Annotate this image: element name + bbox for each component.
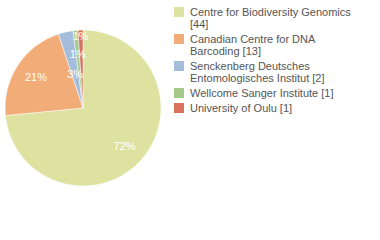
legend-label: Wellcome Sanger Institute [1] [190,87,333,99]
data-label: 72% [114,140,136,152]
legend-label: Senckenberg Deutsches Entomologisches In… [190,60,325,84]
chart: 72% 21% 3% 1% 1% Centre for Biodiversity Gen… [0,0,380,240]
pie-area: 72% 21% 3% 1% 1% [0,0,170,240]
legend-swatch [174,61,184,71]
data-label: 1% [70,48,86,60]
legend: Centre for Biodiversity Genomics [44] Can… [174,6,374,117]
slice-labels: 72% 21% 3% 1% 1% [25,30,136,151]
legend-item: Centre for Biodiversity Genomics [44] [174,6,366,30]
legend-item: Wellcome Sanger Institute [1] [174,87,366,99]
data-label: 21% [25,71,47,83]
legend-swatch [174,7,184,17]
legend-item: Senckenberg Deutsches Entomologisches In… [174,60,366,84]
legend-item: Canadian Centre for DNA Barcoding [13] [174,33,366,57]
legend-swatch [174,88,184,98]
legend-swatch [174,103,184,113]
slices [5,30,161,186]
legend-label: University of Oulu [1] [190,102,292,114]
data-label: 1% [73,30,89,42]
slice [5,30,161,186]
legend-swatch [174,34,184,44]
data-label: 3% [67,68,83,80]
legend-label: Canadian Centre for DNA Barcoding [13] [190,33,315,57]
legend-item: University of Oulu [1] [174,102,366,114]
legend-label: Centre for Biodiversity Genomics [44] [190,6,351,30]
